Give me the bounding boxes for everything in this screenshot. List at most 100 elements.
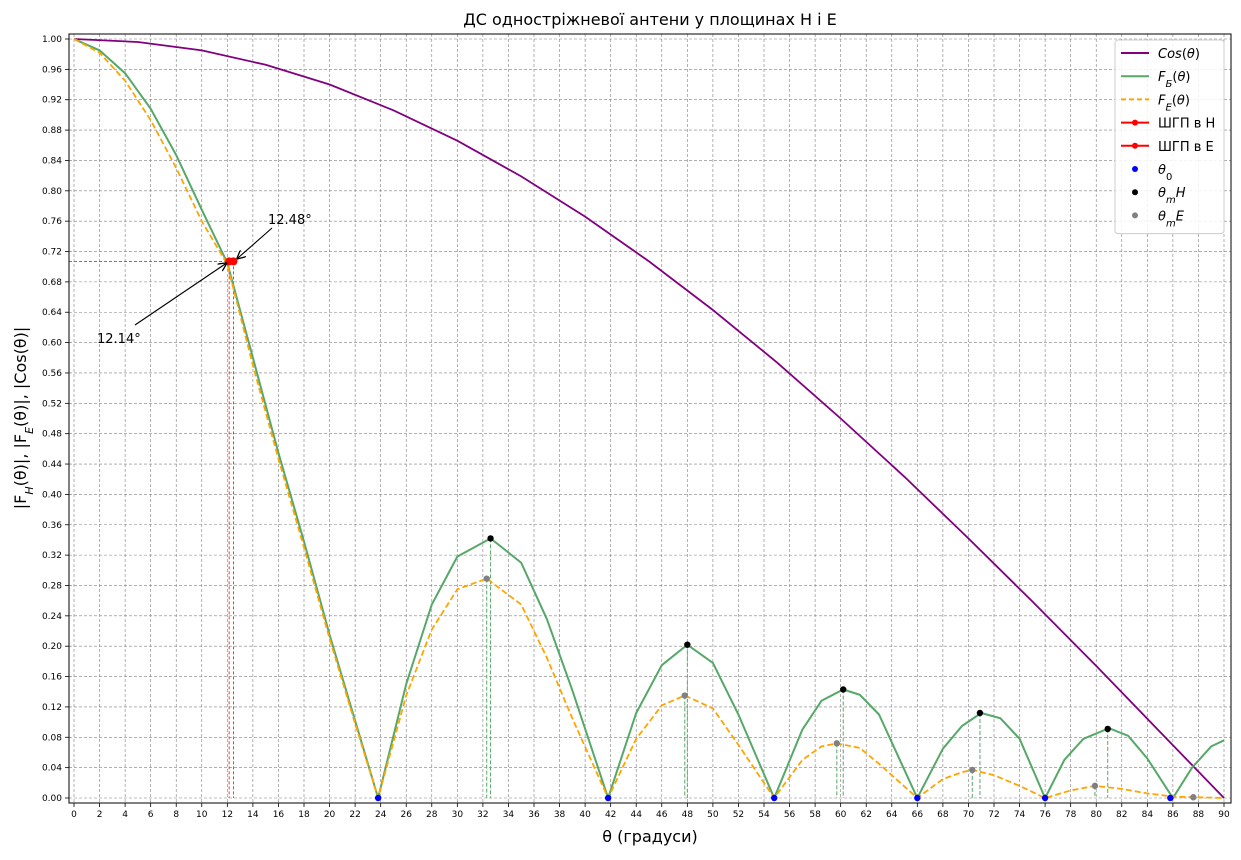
y-tick-label: 0.80 — [42, 187, 62, 197]
y-tick-label: 0.16 — [42, 673, 62, 683]
y-tick-label: 0.84 — [42, 156, 62, 166]
theta-m-h-point — [1104, 725, 1111, 733]
text-part: θ — [1158, 186, 1166, 201]
x-tick-label: 0 — [71, 810, 77, 820]
legend-marker — [1132, 212, 1138, 219]
text-part: H — [1176, 186, 1186, 201]
legend-item: θmE — [1132, 209, 1185, 229]
text-part: ( — [1172, 93, 1177, 108]
x-tick-label: 54 — [758, 810, 770, 820]
y-label-part: (θ)|, |Cos(θ)| — [11, 327, 30, 427]
x-tick-label: 62 — [860, 810, 871, 820]
x-tick-label: 52 — [733, 810, 744, 820]
plot-frame — [68, 33, 1232, 804]
text-part: E — [1176, 209, 1185, 224]
x-tick-label: 30 — [452, 810, 464, 820]
theta-m-h-point — [487, 535, 494, 542]
x-tick-label: 14 — [247, 810, 259, 820]
y-tick-label: 0.76 — [42, 217, 62, 227]
text-part: E — [1165, 102, 1172, 113]
legend-label: θmE — [1158, 209, 1185, 229]
theta-m-e-point — [969, 766, 976, 774]
x-tick-label: 10 — [196, 810, 208, 820]
theta-m-h-point — [976, 709, 984, 717]
y-tick-label: 0.96 — [42, 65, 62, 75]
theta0-point — [914, 794, 921, 802]
x-tick-label: 44 — [630, 810, 642, 820]
series-line-cos — [73, 38, 1225, 799]
x-tick-label: 64 — [886, 810, 898, 820]
theta-m-e-point — [483, 575, 490, 582]
text-part: ) — [1185, 93, 1190, 108]
x-tick-label: 68 — [937, 810, 949, 820]
y-tick-label: 0.08 — [42, 733, 62, 743]
text-part: F — [1158, 93, 1166, 108]
series-points — [225, 257, 1197, 802]
x-tick-label: 18 — [298, 810, 310, 820]
legend-marker — [1132, 142, 1138, 149]
series-line-fh — [73, 38, 1225, 802]
theta0-point — [1167, 794, 1174, 802]
legend-marker — [1132, 189, 1138, 196]
x-tick-label: 84 — [1142, 810, 1154, 820]
legend-item: FБ(θ) — [1121, 70, 1190, 90]
legend-box — [1114, 39, 1225, 235]
x-tick-label: 2 — [97, 810, 103, 820]
x-tick-label: 28 — [426, 810, 438, 820]
theta-m-e-point — [833, 740, 841, 747]
y-label-part: H — [23, 486, 36, 494]
x-tick-label: 72 — [988, 810, 999, 820]
x-tick-label: 32 — [477, 810, 488, 820]
y-tick-label: 0.56 — [42, 369, 62, 379]
y-tick-label: 0.68 — [42, 278, 62, 288]
theta-m-h-point — [840, 686, 847, 693]
legend-label: FБ(θ) — [1158, 70, 1190, 90]
x-tick-label: 74 — [1014, 810, 1026, 820]
annotation-arrow — [237, 227, 273, 258]
guide-lines — [69, 260, 1109, 798]
legend-marker — [1132, 119, 1138, 126]
y-label-part: |F — [11, 495, 30, 510]
text-part: θ — [1158, 163, 1166, 178]
legend-item: θ0 — [1132, 163, 1172, 183]
x-tick-label: 4 — [122, 810, 128, 820]
theta0-point — [1041, 794, 1049, 802]
legend-item: ШГП в E — [1121, 140, 1214, 155]
y-label-part: E — [23, 427, 36, 434]
x-tick-label: 38 — [554, 810, 566, 820]
theta-m-e-point — [1190, 794, 1197, 801]
x-tick-label: 12 — [222, 810, 233, 820]
legend-label: ШГП в E — [1158, 140, 1214, 155]
text-part: m — [1166, 195, 1176, 206]
x-tick-label: 78 — [1065, 810, 1077, 820]
x-tick-label: 50 — [707, 810, 719, 820]
text-part: ) — [1185, 70, 1190, 85]
text-part: θ — [1187, 47, 1195, 62]
x-tick-label: 22 — [349, 810, 360, 820]
y-axis-label: |FH(θ)|, |FE(θ)|, |Cos(θ)| — [11, 327, 36, 509]
y-tick-label: 0.12 — [42, 703, 62, 713]
x-tick-label: 80 — [1090, 810, 1102, 820]
y-tick-label: 0.44 — [42, 460, 62, 470]
y-tick-label: 0.92 — [42, 96, 62, 106]
theta0-point — [771, 794, 778, 802]
theta-m-h-point — [684, 641, 691, 648]
legend-marker — [1132, 166, 1138, 172]
y-tick-label: 0.40 — [42, 490, 62, 500]
theta-m-e-point — [681, 692, 688, 699]
x-tick-label: 48 — [682, 810, 694, 820]
y-label-part: (θ)|, |F — [11, 434, 30, 486]
x-tick-label: 42 — [605, 810, 616, 820]
hpbw-point — [225, 257, 234, 266]
text-part: ( — [1172, 70, 1177, 85]
legend-item: θmH — [1132, 186, 1186, 206]
y-tick-label: 0.88 — [42, 126, 62, 136]
x-tick-label: 34 — [503, 810, 515, 820]
text-part: 0 — [1166, 172, 1172, 183]
y-tick-label: 0.64 — [42, 308, 62, 318]
y-tick-label: 0.04 — [42, 764, 62, 774]
annotation-text: 12.14° — [97, 332, 141, 347]
